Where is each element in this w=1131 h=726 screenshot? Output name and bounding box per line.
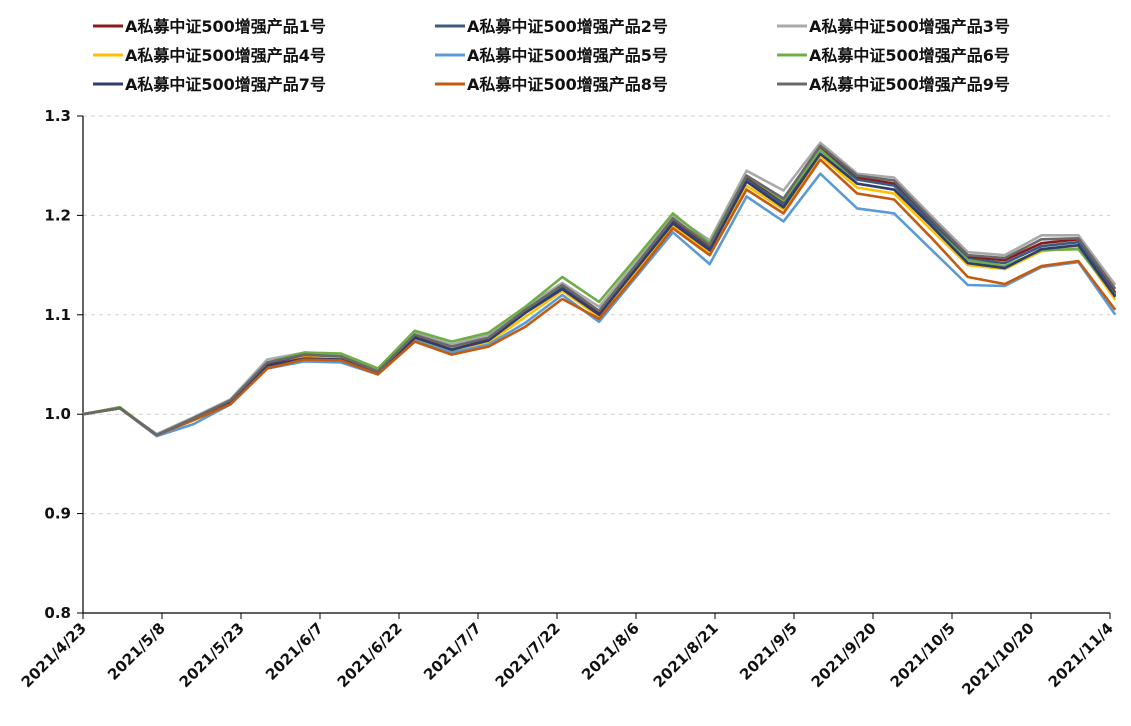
x-tick-label-6: 2021/7/22 [492,619,564,691]
series-line-8 [82,158,1117,437]
x-tick-label-7: 2021/8/6 [578,619,643,684]
x-tick-label-10: 2021/9/20 [808,619,880,691]
x-tick-label-12: 2021/10/20 [958,619,1038,699]
legend-label-6: A私募中证500增强产品6号 [809,46,1010,65]
x-tick-label-0: 2021/4/23 [18,619,90,691]
x-tick-label-5: 2021/7/7 [420,619,485,684]
y-tick-label-4: 1.2 [44,206,71,224]
series-line-3 [82,141,1117,436]
series-line-7 [82,152,1117,437]
axes [82,116,1110,614]
x-tick-label-11: 2021/10/5 [887,619,959,691]
y-tick-label-5: 1.3 [44,107,71,125]
x-tick-label-13: 2021/11/4 [1045,619,1117,691]
legend-label-9: A私募中证500增强产品9号 [809,75,1010,94]
series-line-9 [82,144,1117,437]
series-lines [82,141,1117,438]
x-tick-label-1: 2021/5/8 [104,619,169,684]
legend-label-1: A私募中证500增强产品1号 [125,17,326,36]
x-tick-label-9: 2021/9/5 [736,619,801,684]
legend: A私募中证500增强产品1号 A私募中证500增强产品2号 A私募中证500增强产品… [93,17,1010,94]
legend-label-3: A私募中证500增强产品3号 [809,17,1010,36]
y-tick-label-2: 1.0 [44,405,71,423]
legend-label-2: A私募中证500增强产品2号 [467,17,668,36]
y-tick-label-1: 0.9 [44,505,71,523]
y-tick-label-0: 0.8 [44,604,71,622]
y-axis-ticks: 0.8 0.9 1.0 1.1 1.2 1.3 [44,107,83,622]
x-tick-label-4: 2021/6/22 [334,619,406,691]
x-tick-label-2: 2021/5/23 [176,619,248,691]
legend-label-7: A私募中证500增强产品7号 [125,75,326,94]
legend-label-8: A私募中证500增强产品8号 [467,75,668,94]
legend-label-5: A私募中证500增强产品5号 [467,46,668,65]
y-tick-label-3: 1.1 [44,306,71,324]
legend-label-4: A私募中证500增强产品4号 [125,46,326,65]
x-tick-label-8: 2021/8/21 [650,619,722,691]
x-axis-ticks: 2021/4/23 2021/5/8 2021/5/23 2021/6/7 2021/6… [18,613,1117,699]
x-tick-label-3: 2021/6/7 [262,619,327,684]
